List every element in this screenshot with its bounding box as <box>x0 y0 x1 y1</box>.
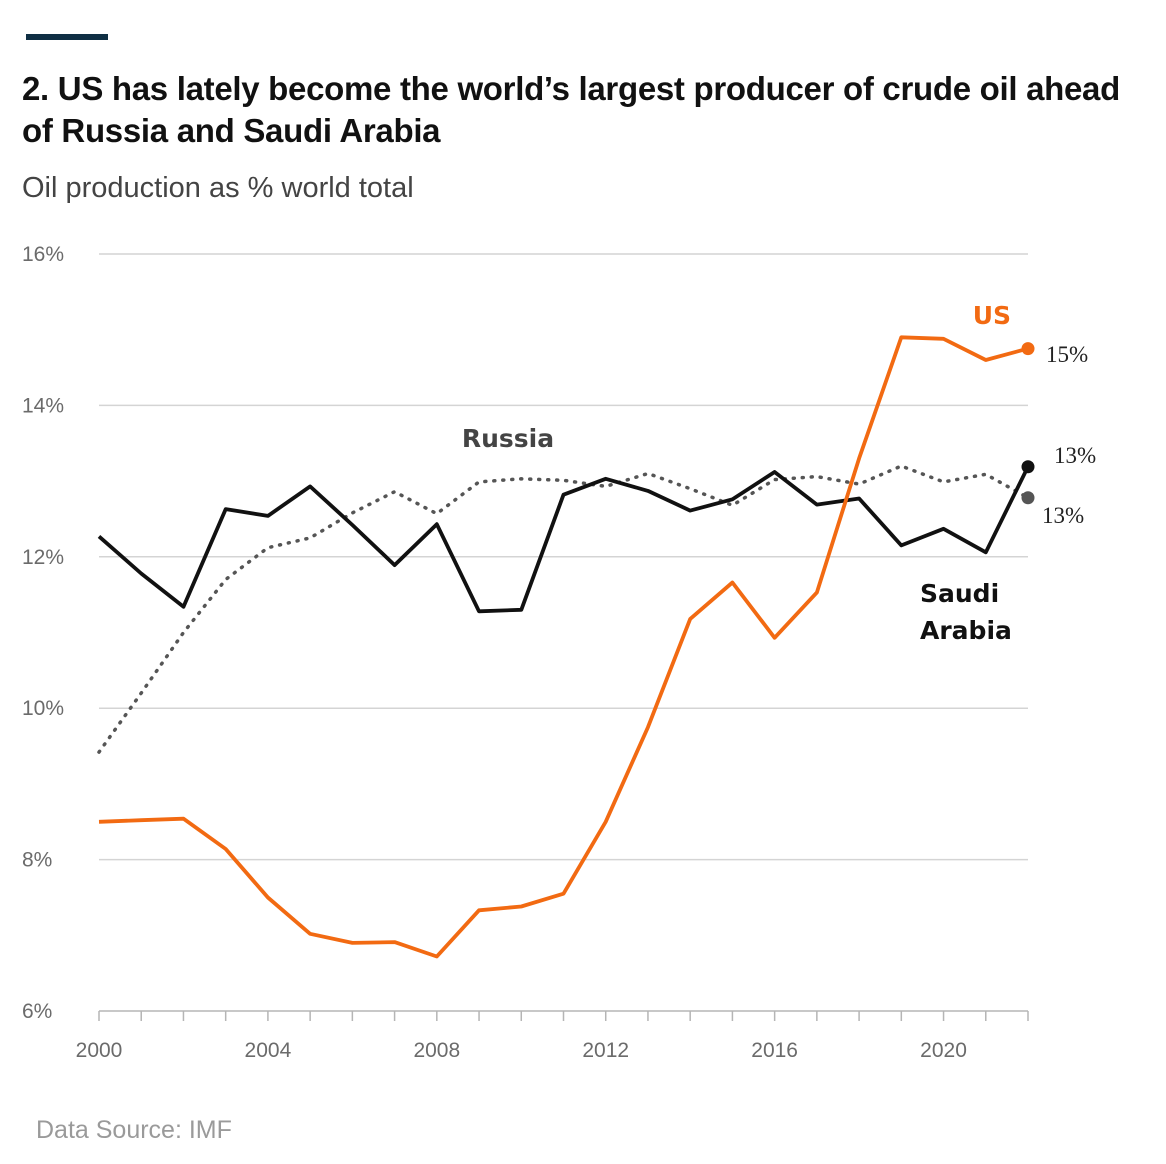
series-label-us: US <box>973 301 1011 330</box>
series-label-saudi-arabia: Saudi <box>920 579 999 608</box>
y-tick-label: 8% <box>22 849 52 872</box>
series-line-us <box>98 335 1029 959</box>
chart-subtitle: Oil production as % world total <box>22 172 414 204</box>
y-tick-label: 16% <box>22 243 64 266</box>
end-point-saudi-arabia <box>1021 460 1035 474</box>
end-value-label-russia: 13% <box>1042 503 1084 528</box>
series-line-saudi-arabia <box>97 465 1030 614</box>
end-point-russia <box>1021 491 1035 505</box>
grid-lines <box>99 253 1028 861</box>
chart-title: 2. US has lately become the world’s larg… <box>22 70 1120 149</box>
series-label-saudi-arabia: Arabia <box>920 616 1012 645</box>
x-tick-label: 2016 <box>751 1039 798 1062</box>
series-labels: US Russia Saudi Arabia 15% 13% 13% <box>462 301 1096 645</box>
series-group <box>97 335 1035 959</box>
y-tick-label: 10% <box>22 697 64 720</box>
end-value-label-saudi-arabia: 13% <box>1054 443 1096 468</box>
x-axis: 2000 2004 2008 2012 2016 2020 <box>76 1010 1029 1062</box>
y-tick-label: 14% <box>22 394 64 417</box>
y-tick-label: 6% <box>22 1000 52 1023</box>
x-tick-label: 2004 <box>245 1039 292 1062</box>
data-source: Data Source: IMF <box>36 1116 232 1144</box>
series-label-russia: Russia <box>462 424 554 453</box>
y-tick-label: 12% <box>22 546 64 569</box>
end-value-label-us: 15% <box>1046 342 1088 367</box>
top-accent-rule <box>26 34 108 40</box>
end-point-us <box>1021 342 1035 356</box>
x-tick-label: 2000 <box>76 1039 123 1062</box>
x-tick-label: 2012 <box>582 1039 629 1062</box>
y-axis-ticks: 6% 8% 10% 12% 14% 16% <box>22 243 64 1023</box>
x-tick-label: 2020 <box>920 1039 967 1062</box>
series-line-russia <box>97 464 1030 754</box>
x-tick-label: 2008 <box>413 1039 460 1062</box>
